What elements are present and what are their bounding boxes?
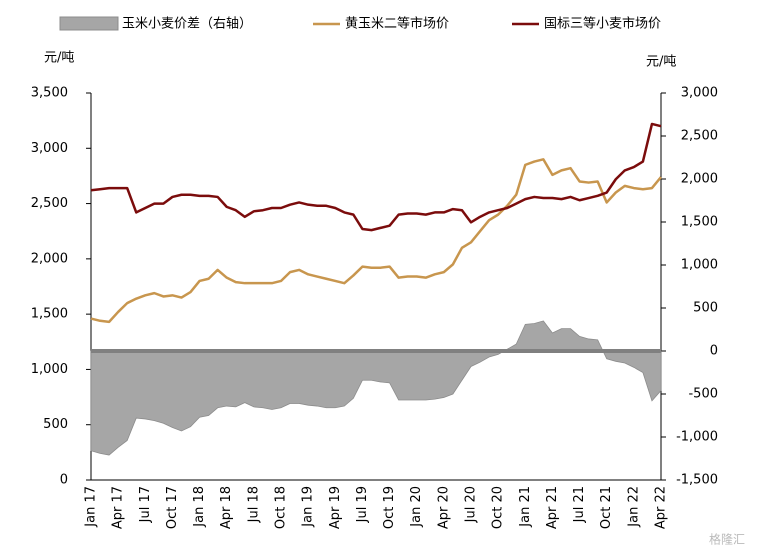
x-tick-label: Apr 22 <box>654 486 669 529</box>
x-tick-label: Apr 19 <box>328 486 343 529</box>
x-tick-label: Oct 20 <box>491 486 506 529</box>
y2-tick-label: -500 <box>688 387 718 402</box>
y-tick-label: 2,000 <box>31 251 68 266</box>
y-tick-label: 3,000 <box>31 141 68 156</box>
series-line <box>90 158 662 324</box>
x-tick-label: Jan 20 <box>409 486 424 528</box>
y-unit: 元/吨 <box>44 51 74 66</box>
legend-label: 黄玉米二等市场价 <box>345 16 449 32</box>
y-tick-label: 1,500 <box>31 307 68 322</box>
y2-tick-label: 3,000 <box>681 86 718 101</box>
legend-swatch <box>59 16 119 31</box>
y-tick-label: 2,500 <box>31 196 68 211</box>
y2-tick-label: 1,000 <box>681 258 718 273</box>
x-tick-label: Oct 17 <box>165 486 180 529</box>
x-tick-label: Jul 20 <box>464 486 479 523</box>
x-tick-label: Apr 20 <box>436 486 451 529</box>
x-tick-label: Apr 18 <box>219 486 234 529</box>
x-tick-label: Apr 21 <box>545 486 560 529</box>
x-tick-label: Jan 18 <box>192 486 207 528</box>
x-tick-label: Oct 21 <box>599 486 614 529</box>
x-tick-label: Apr 17 <box>111 486 126 529</box>
y-tick-label: 0 <box>60 473 68 488</box>
spread-area <box>90 320 662 456</box>
series-line <box>90 122 662 232</box>
legend-label: 玉米小麦价差（右轴） <box>122 17 252 32</box>
x-tick-label: Jul 21 <box>572 486 587 523</box>
y2-unit: 元/吨 <box>646 55 676 70</box>
y2-tick-label: 2,000 <box>681 172 718 187</box>
x-tick-label: Oct 18 <box>274 486 289 529</box>
x-tick-label: Jul 18 <box>246 486 261 523</box>
y2-tick-label: 0 <box>710 344 718 359</box>
y2-tick-label: 500 <box>693 301 718 316</box>
y-tick-label: 1,000 <box>31 362 68 377</box>
y-tick-label: 3,500 <box>31 86 68 101</box>
y-tick-label: 500 <box>43 417 68 432</box>
watermark: 格隆汇 <box>709 532 745 547</box>
y2-tick-label: -1,000 <box>676 430 718 445</box>
x-tick-label: Oct 19 <box>382 486 397 529</box>
y2-tick-label: 2,500 <box>681 129 718 144</box>
x-tick-label: Jan 19 <box>301 486 316 528</box>
x-tick-label: Jul 17 <box>138 486 153 523</box>
x-tick-label: Jan 17 <box>84 486 99 528</box>
x-tick-label: Jul 19 <box>355 486 370 523</box>
x-tick-label: Jan 21 <box>518 486 533 528</box>
legend-label: 国标三等小麦市场价 <box>544 16 661 32</box>
y2-tick-label: 1,500 <box>681 215 718 230</box>
x-tick-label: Jan 22 <box>626 486 641 528</box>
y2-tick-label: -1,500 <box>676 473 718 488</box>
